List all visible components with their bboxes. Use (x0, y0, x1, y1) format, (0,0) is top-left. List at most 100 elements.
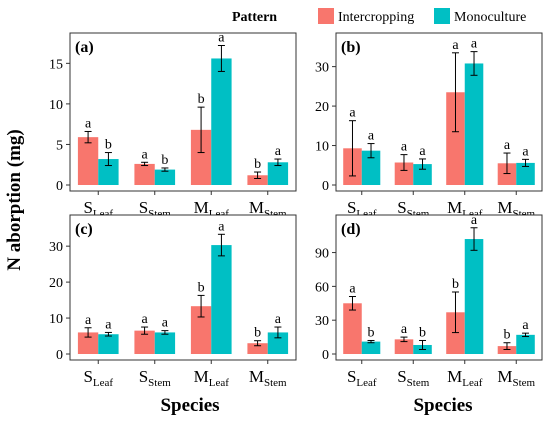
y-tick-label: 60 (315, 280, 329, 295)
bar-monoculture (516, 162, 535, 185)
significance-letter: a (275, 144, 282, 159)
x-tick-label: SLeaf (83, 367, 113, 389)
significance-letter: a (401, 322, 408, 337)
x-tick-label: MStem (249, 367, 287, 389)
significance-letter: a (419, 144, 426, 159)
x-tick-label: SLeaf (347, 367, 377, 389)
bar-monoculture (464, 63, 484, 185)
significance-letter: a (218, 30, 225, 45)
bar-intercropping (497, 163, 517, 185)
significance-letter: a (349, 282, 356, 297)
bar-intercropping (134, 330, 155, 354)
bar-intercropping (190, 306, 212, 354)
significance-letter: b (254, 157, 261, 172)
significance-letter: a (368, 129, 375, 144)
bar-intercropping (77, 137, 99, 185)
bar-intercropping (190, 129, 212, 185)
bar-monoculture (516, 334, 535, 354)
bar-monoculture (211, 58, 232, 185)
legend-label-intercropping: Intercropping (338, 10, 414, 25)
significance-letter: a (401, 140, 408, 155)
y-tick-label: 30 (49, 240, 63, 255)
panel-label: (a) (75, 39, 94, 56)
significance-letter: a (452, 38, 459, 53)
bar-monoculture (98, 334, 119, 354)
significance-letter: b (419, 325, 426, 340)
significance-letter: b (254, 326, 261, 341)
y-tick-label: 0 (56, 348, 63, 363)
y-axis-title: N aborption (mg) (4, 129, 25, 270)
bar-monoculture (211, 245, 232, 354)
panel-frame (335, 214, 543, 361)
y-tick-label: 5 (56, 138, 63, 153)
panel-label: (b) (341, 39, 361, 56)
bar-intercropping (134, 163, 155, 185)
significance-letter: a (522, 144, 529, 159)
x-tick-label: MLeaf (194, 367, 230, 389)
y-tick-label: 30 (315, 314, 329, 329)
significance-letter: a (141, 147, 148, 162)
y-tick-label: 10 (49, 98, 63, 113)
bar-intercropping (343, 303, 362, 354)
significance-letter: a (85, 116, 92, 131)
bar-monoculture (154, 169, 176, 185)
significance-letter: a (504, 138, 511, 153)
significance-letter: a (349, 106, 356, 121)
bar-intercropping (497, 346, 517, 354)
bar-monoculture (267, 332, 289, 354)
significance-letter: a (141, 312, 148, 327)
significance-letter: b (368, 325, 375, 340)
legend-label-monoculture: Monoculture (454, 10, 526, 25)
bar-intercropping (446, 312, 465, 354)
y-tick-label: 90 (315, 247, 329, 262)
significance-letter: b (452, 277, 459, 292)
significance-letter: b (161, 153, 168, 168)
panel-label: (d) (341, 221, 361, 238)
significance-letter: b (198, 280, 205, 295)
significance-letter: a (218, 219, 225, 234)
legend-swatch-intercropping (318, 8, 334, 24)
significance-letter: a (275, 312, 282, 327)
x-tick-label: MStem (497, 367, 535, 389)
x-tick-label: SStem (397, 367, 430, 389)
legend-title: Pattern (232, 10, 277, 25)
significance-letter: a (522, 318, 529, 333)
bar-monoculture (98, 159, 119, 185)
bar-intercropping (394, 339, 414, 354)
y-tick-label: 0 (322, 179, 329, 194)
y-tick-label: 10 (49, 312, 63, 327)
significance-letter: a (105, 317, 112, 332)
y-tick-label: 15 (49, 57, 63, 72)
y-tick-label: 0 (56, 179, 63, 194)
bar-intercropping (247, 343, 268, 354)
y-tick-label: 20 (49, 276, 63, 291)
significance-letter: a (471, 213, 478, 228)
x-axis-title-right: Species (413, 395, 472, 416)
bar-intercropping (247, 175, 268, 185)
y-tick-label: 20 (315, 100, 329, 115)
y-tick-label: 30 (315, 61, 329, 76)
significance-letter: a (85, 313, 92, 328)
significance-letter: a (162, 316, 169, 331)
significance-letter: a (471, 37, 478, 52)
x-axis-title-left: Species (160, 395, 219, 416)
legend: Pattern Intercropping Monoculture (232, 8, 526, 25)
legend-swatch-monoculture (434, 8, 450, 24)
bar-monoculture (361, 341, 381, 354)
bar-monoculture (464, 239, 484, 354)
x-tick-label: MLeaf (447, 367, 483, 389)
y-tick-label: 0 (322, 348, 329, 363)
significance-letter: b (198, 92, 205, 107)
bar-monoculture (154, 332, 176, 354)
bar-monoculture (267, 162, 289, 185)
bar-monoculture (413, 164, 432, 185)
bar-intercropping (394, 162, 414, 185)
panel-label: (c) (75, 221, 93, 238)
y-tick-label: 10 (315, 140, 329, 155)
